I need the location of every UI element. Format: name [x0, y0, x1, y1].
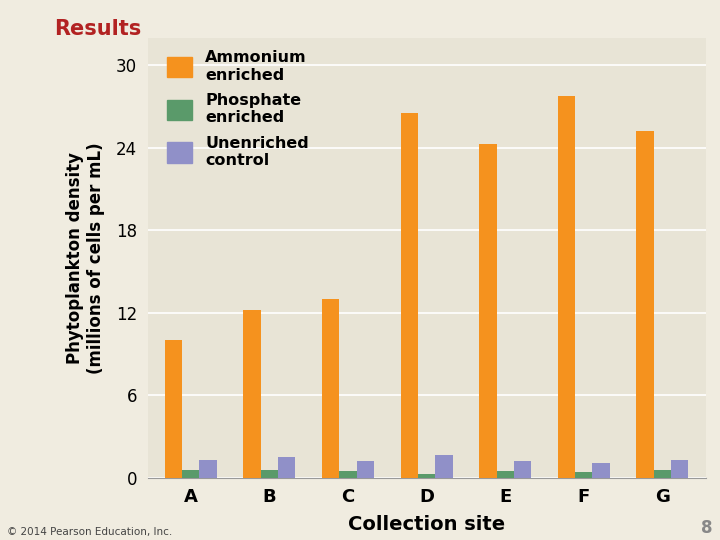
Bar [356, 461, 374, 478]
Bar [418, 474, 436, 478]
Legend: Ammonium
enriched, Phosphate
enriched, Unenriched
control: Ammonium enriched, Phosphate enriched, U… [167, 50, 309, 168]
Bar [243, 310, 261, 478]
Bar [497, 471, 514, 478]
Bar [671, 460, 688, 478]
Bar [400, 113, 418, 478]
Text: 8: 8 [701, 519, 713, 537]
Bar [278, 457, 295, 478]
Bar [339, 471, 356, 478]
Text: Results: Results [54, 19, 141, 39]
Y-axis label: Phytoplankton density
(millions of cells per mL): Phytoplankton density (millions of cells… [66, 142, 105, 374]
X-axis label: Collection site: Collection site [348, 515, 505, 534]
Bar [558, 96, 575, 478]
Text: © 2014 Pearson Education, Inc.: © 2014 Pearson Education, Inc. [7, 527, 173, 537]
Bar [480, 144, 497, 478]
Bar [322, 299, 339, 478]
Bar [436, 455, 453, 478]
Bar [593, 463, 610, 478]
Bar [199, 460, 217, 478]
Bar [514, 461, 531, 478]
Bar [182, 470, 199, 478]
Bar [636, 131, 654, 478]
Bar [165, 340, 182, 478]
Bar [575, 472, 593, 478]
Bar [261, 470, 278, 478]
Bar [654, 470, 671, 478]
